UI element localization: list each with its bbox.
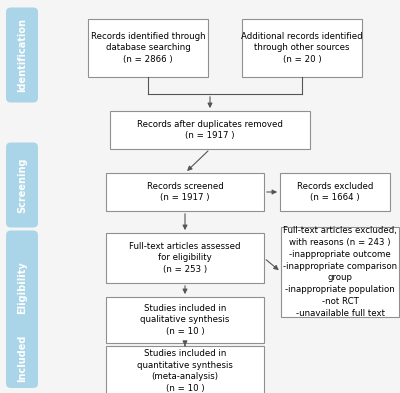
Text: Records screened
(n = 1917 ): Records screened (n = 1917 ) [147,182,223,202]
Text: Full-text articles assessed
for eligibility
(n = 253 ): Full-text articles assessed for eligibil… [129,242,241,274]
FancyBboxPatch shape [106,346,264,393]
FancyBboxPatch shape [242,19,362,77]
FancyBboxPatch shape [110,111,310,149]
Text: Records after duplicates removed
(n = 1917 ): Records after duplicates removed (n = 19… [137,119,283,140]
FancyBboxPatch shape [281,227,399,317]
FancyBboxPatch shape [88,19,208,77]
FancyBboxPatch shape [6,7,38,103]
FancyBboxPatch shape [6,143,38,228]
Text: Records identified through
database searching
(n = 2866 ): Records identified through database sear… [91,32,205,64]
Text: Full-text articles excluded,
with reasons (n = 243 )
-inappropriate outcome
-ina: Full-text articles excluded, with reason… [283,226,397,318]
Text: Screening: Screening [17,157,27,213]
Text: Eligibility: Eligibility [17,262,27,314]
FancyBboxPatch shape [280,173,390,211]
Text: Included: Included [17,334,27,382]
Text: Records excluded
(n = 1664 ): Records excluded (n = 1664 ) [297,182,373,202]
Text: Identification: Identification [17,18,27,92]
FancyBboxPatch shape [106,297,264,343]
Text: Studies included in
qualitative synthesis
(n = 10 ): Studies included in qualitative synthesi… [140,304,230,336]
Text: Additional records identified
through other sources
(n = 20 ): Additional records identified through ot… [241,32,363,64]
FancyBboxPatch shape [106,233,264,283]
FancyBboxPatch shape [6,231,38,345]
FancyBboxPatch shape [106,173,264,211]
Text: Studies included in
quantitative synthesis
(meta-analysis)
(n = 10 ): Studies included in quantitative synthes… [137,349,233,393]
FancyBboxPatch shape [6,328,38,388]
